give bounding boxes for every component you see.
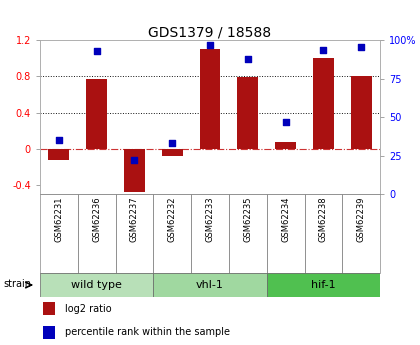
Bar [229, 194, 267, 273]
Bar [351, 76, 372, 149]
Text: strain: strain [3, 279, 31, 289]
Text: GSM62232: GSM62232 [168, 196, 177, 242]
Bar [40, 194, 78, 273]
Point [55, 137, 62, 143]
Text: GSM62238: GSM62238 [319, 196, 328, 242]
Text: wild type: wild type [71, 280, 122, 290]
Bar [275, 141, 296, 149]
Bar [313, 58, 334, 149]
Bar [43, 302, 55, 315]
Point [207, 42, 213, 48]
Bar [267, 273, 380, 297]
Bar [304, 194, 342, 273]
Bar [153, 273, 267, 297]
Text: log2 ratio: log2 ratio [66, 304, 112, 314]
Text: GSM62235: GSM62235 [243, 196, 252, 242]
Bar [40, 273, 153, 297]
Point [169, 140, 176, 146]
Bar [237, 77, 258, 149]
Point [282, 119, 289, 125]
Text: vhl-1: vhl-1 [196, 280, 224, 290]
Bar [116, 194, 153, 273]
Bar [342, 194, 380, 273]
Text: GSM62237: GSM62237 [130, 196, 139, 242]
Point [93, 48, 100, 54]
Bar [124, 149, 145, 192]
Bar [162, 149, 183, 156]
Text: GSM62231: GSM62231 [54, 196, 63, 242]
Bar [200, 49, 221, 149]
Bar [267, 194, 304, 273]
Text: percentile rank within the sample: percentile rank within the sample [66, 327, 231, 337]
Point [244, 56, 251, 61]
Point [131, 157, 138, 163]
Text: GSM62236: GSM62236 [92, 196, 101, 242]
Text: GSM62239: GSM62239 [357, 196, 366, 242]
Bar [191, 194, 229, 273]
Text: hif-1: hif-1 [311, 280, 336, 290]
Bar [48, 149, 69, 160]
Bar [86, 79, 107, 149]
Text: GSM62233: GSM62233 [205, 196, 215, 242]
Bar [153, 194, 191, 273]
Title: GDS1379 / 18588: GDS1379 / 18588 [148, 25, 272, 39]
Bar [78, 194, 116, 273]
Point [320, 47, 327, 52]
Bar [43, 326, 55, 339]
Point [358, 44, 365, 49]
Text: GSM62234: GSM62234 [281, 196, 290, 242]
